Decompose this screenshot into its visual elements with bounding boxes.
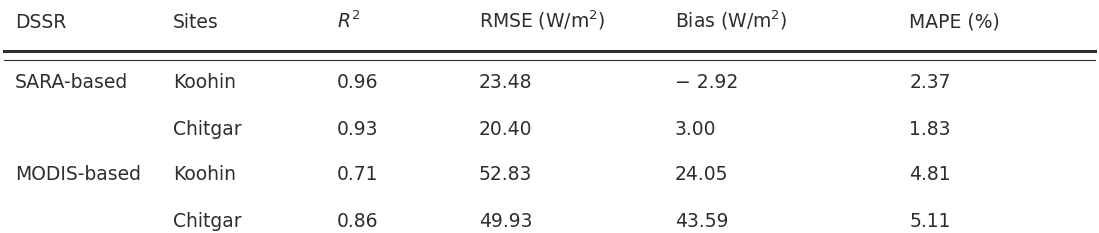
Text: Koohin: Koohin	[174, 164, 236, 184]
Text: − 2.92: − 2.92	[675, 73, 739, 92]
Text: 0.86: 0.86	[336, 212, 378, 230]
Text: Chitgar: Chitgar	[174, 120, 242, 139]
Text: 5.11: 5.11	[909, 212, 951, 230]
Text: 23.48: 23.48	[478, 73, 532, 92]
Text: 1.83: 1.83	[909, 120, 951, 139]
Text: 0.71: 0.71	[336, 164, 378, 184]
Text: 43.59: 43.59	[675, 212, 729, 230]
Text: $R^{2}$: $R^{2}$	[336, 10, 360, 32]
Text: 49.93: 49.93	[478, 212, 532, 230]
Text: MAPE (%): MAPE (%)	[909, 13, 1000, 32]
Text: RMSE (W/m$^{2}$): RMSE (W/m$^{2}$)	[478, 8, 604, 32]
Text: SARA-based: SARA-based	[15, 73, 129, 92]
Text: 24.05: 24.05	[675, 164, 729, 184]
Text: Bias (W/m$^{2}$): Bias (W/m$^{2}$)	[675, 8, 787, 32]
Text: Chitgar: Chitgar	[174, 212, 242, 230]
Text: DSSR: DSSR	[15, 13, 66, 32]
Text: 0.96: 0.96	[336, 73, 378, 92]
Text: Koohin: Koohin	[174, 73, 236, 92]
Text: 3.00: 3.00	[675, 120, 717, 139]
Text: 52.83: 52.83	[478, 164, 532, 184]
Text: Sites: Sites	[174, 13, 219, 32]
Text: MODIS-based: MODIS-based	[15, 164, 141, 184]
Text: 0.93: 0.93	[336, 120, 378, 139]
Text: 4.81: 4.81	[909, 164, 951, 184]
Text: 2.37: 2.37	[909, 73, 951, 92]
Text: 20.40: 20.40	[478, 120, 532, 139]
